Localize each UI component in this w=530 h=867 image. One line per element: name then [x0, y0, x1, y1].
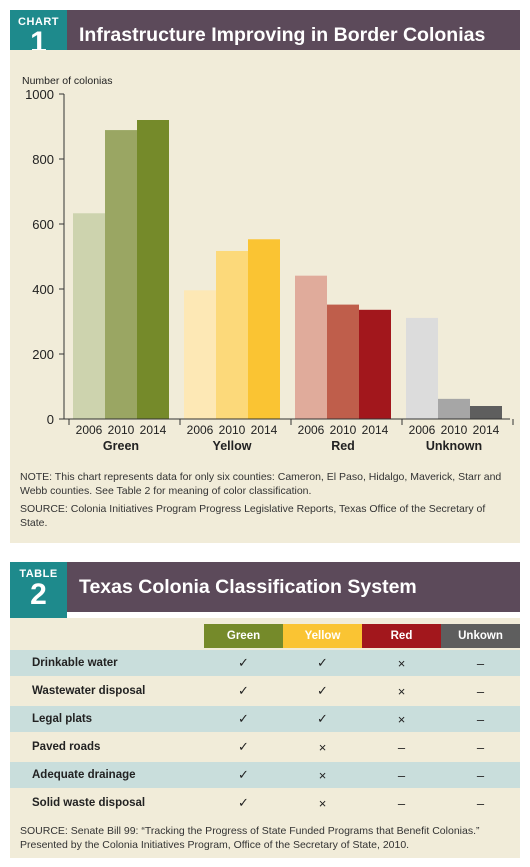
cell-mark: ✓ [283, 704, 362, 732]
x-tick-label: 2010 [108, 423, 135, 437]
cell-mark: × [283, 760, 362, 788]
table-row: Legal plats ✓ ✓ × – [10, 704, 520, 732]
bar-unknown-2006 [406, 317, 438, 419]
row-label: Legal plats [10, 704, 204, 732]
cell-mark: – [441, 760, 520, 788]
group-label: Green [103, 439, 139, 453]
chart-title: Infrastructure Improving in Border Colon… [79, 24, 486, 46]
col-yellow: Yellow [283, 624, 362, 648]
x-tick-label: 2010 [219, 423, 246, 437]
table-tag-label: TABLE [19, 568, 58, 580]
cell-mark: × [283, 732, 362, 760]
table-title: Texas Colonia Classification System [79, 576, 417, 598]
bar-yellow-2014 [248, 239, 280, 419]
bar-green-2006 [73, 213, 105, 419]
cell-mark: ✓ [204, 732, 283, 760]
chart-source: SOURCE: Colonia Initiatives Program Prog… [20, 503, 486, 529]
y-tick-label: 0 [47, 412, 54, 427]
bar-red-2014 [359, 309, 391, 419]
row-label: Wastewater disposal [10, 676, 204, 704]
table-corner-cell [10, 624, 204, 648]
table-panel: Green Yellow Red Unkown Drinkable water … [10, 618, 520, 858]
table-tag: TABLE 2 [10, 562, 67, 626]
cell-mark: ✓ [204, 760, 283, 788]
table-header: TABLE 2 Texas Colonia Classification Sys… [10, 562, 520, 626]
col-red: Red [362, 624, 441, 648]
cell-mark: ✓ [283, 648, 362, 676]
cell-mark: – [441, 788, 520, 816]
row-label: Paved roads [10, 732, 204, 760]
cell-mark: – [441, 648, 520, 676]
bar-yellow-2010 [216, 250, 248, 419]
bar-unknown-2014 [470, 406, 502, 419]
row-label: Solid waste disposal [10, 788, 204, 816]
x-tick-label: 2010 [441, 423, 468, 437]
table-source: SOURCE: Senate Bill 99: “Tracking the Pr… [20, 825, 480, 851]
cell-mark: – [441, 732, 520, 760]
classification-table: Green Yellow Red Unkown Drinkable water … [10, 624, 520, 816]
cell-mark: × [362, 648, 441, 676]
group-label: Unknown [426, 439, 482, 453]
cell-mark: – [362, 760, 441, 788]
bar-yellow-2006 [184, 290, 216, 419]
row-label: Adequate drainage [10, 760, 204, 788]
table-row: Paved roads ✓ × – – [10, 732, 520, 760]
y-tick-label: 1000 [25, 87, 54, 102]
cell-mark: ✓ [204, 788, 283, 816]
group-label: Red [331, 439, 355, 453]
y-axis-label: Number of colonias [22, 75, 112, 87]
y-tick-label: 600 [32, 217, 54, 232]
x-tick-label: 2010 [330, 423, 357, 437]
cell-mark: × [362, 704, 441, 732]
x-tick-label: 2014 [140, 423, 167, 437]
y-tick-label: 800 [32, 152, 54, 167]
cell-mark: – [441, 704, 520, 732]
bar-unknown-2010 [438, 398, 470, 419]
table-row: Solid waste disposal ✓ × – – [10, 788, 520, 816]
table-tag-number: 2 [30, 578, 47, 611]
cell-mark: ✓ [283, 676, 362, 704]
cell-mark: × [362, 676, 441, 704]
row-label: Drinkable water [10, 648, 204, 676]
chart-panel: Number of colonias 0 200 400 600 800 1000 2006 2… [10, 50, 520, 543]
col-green: Green [204, 624, 283, 648]
cell-mark: – [362, 732, 441, 760]
x-tick-label: 2006 [409, 423, 436, 437]
bar-red-2006 [295, 275, 327, 419]
table-row: Drinkable water ✓ ✓ × – [10, 648, 520, 676]
x-tick-label: 2006 [298, 423, 325, 437]
table-row: Adequate drainage ✓ × – – [10, 760, 520, 788]
bar-chart: Number of colonias 0 200 400 600 800 1000 2006 2… [22, 75, 514, 453]
cell-mark: ✓ [204, 648, 283, 676]
chart-note: NOTE: This chart represents data for onl… [20, 471, 502, 497]
x-tick-label: 2006 [187, 423, 214, 437]
x-tick-label: 2014 [362, 423, 389, 437]
x-tick-label: 2006 [76, 423, 103, 437]
group-label: Yellow [213, 439, 252, 453]
bar-red-2010 [327, 304, 359, 419]
x-tick-label: 2014 [473, 423, 500, 437]
table-header-row: Green Yellow Red Unkown [10, 624, 520, 648]
bar-green-2010 [105, 130, 137, 419]
bar-green-2014 [137, 120, 169, 419]
cell-mark: – [441, 676, 520, 704]
y-tick-label: 400 [32, 282, 54, 297]
cell-mark: ✓ [204, 676, 283, 704]
cell-mark: ✓ [204, 704, 283, 732]
x-tick-label: 2014 [251, 423, 278, 437]
cell-mark: – [362, 788, 441, 816]
y-tick-label: 200 [32, 347, 54, 362]
table-row: Wastewater disposal ✓ ✓ × – [10, 676, 520, 704]
chart-tag-label: CHART [18, 16, 59, 28]
col-unknown: Unkown [441, 624, 520, 648]
cell-mark: × [283, 788, 362, 816]
